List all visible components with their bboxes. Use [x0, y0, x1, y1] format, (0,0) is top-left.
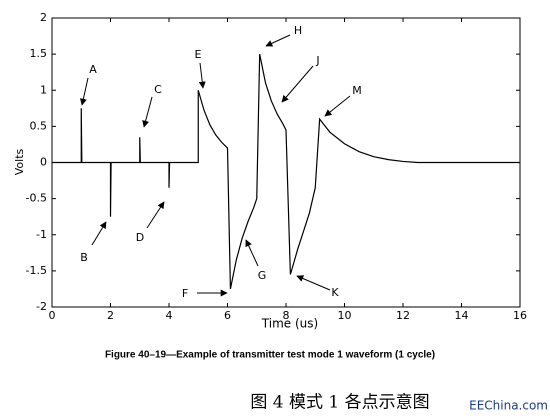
annotation-arrow	[265, 34, 291, 47]
x-tick-label: 0	[49, 309, 56, 322]
x-tick-label: 12	[396, 309, 410, 322]
annotation-label: A	[89, 63, 97, 76]
x-tick-label: 16	[513, 309, 527, 322]
x-tick-label: 8	[283, 309, 290, 322]
annotation-label: K	[331, 286, 339, 299]
y-tick-label: 0	[40, 156, 47, 169]
x-axis-label: Time (us)	[261, 317, 318, 331]
y-tick-label: 1	[40, 83, 47, 96]
x-tick-label: 10	[338, 309, 352, 322]
annotation-label: B	[80, 251, 88, 264]
y-tick-label: 1.5	[30, 47, 48, 60]
annotation-label: F	[182, 287, 188, 300]
annotation-arrow	[91, 221, 107, 246]
annotation-label: J	[315, 54, 319, 67]
annotation-arrow	[198, 62, 206, 89]
annotation-arrow	[79, 77, 89, 106]
x-tick-label: 14	[455, 309, 469, 322]
annotation-arrow	[324, 95, 351, 117]
y-tick-label: -1.5	[26, 264, 47, 277]
waveform-line	[52, 54, 520, 290]
x-tick-label: 2	[107, 309, 114, 322]
annotation-arrow	[296, 275, 331, 291]
annotation-label: E	[195, 48, 202, 61]
x-tick-label: 6	[224, 309, 231, 322]
annotation-label: G	[258, 269, 267, 282]
x-tick-label: 4	[166, 309, 173, 322]
y-tick-label: 2	[40, 11, 47, 24]
annotation-arrow	[146, 201, 165, 229]
watermark: EEChina.com	[469, 399, 548, 413]
annotation-label: H	[294, 24, 302, 37]
y-axis-label: Volts	[13, 148, 26, 175]
annotation-arrow	[142, 96, 153, 128]
annotation-label: D	[136, 231, 144, 244]
annotation-label: C	[154, 83, 162, 96]
annotation-arrow	[245, 239, 259, 267]
chinese-caption: 图 4 模式 1 各点示意图	[250, 393, 429, 413]
annotation-label: M	[352, 84, 362, 97]
y-tick-label: -0.5	[26, 192, 47, 205]
y-tick-label: -1	[36, 228, 47, 241]
annotation-arrow	[281, 65, 314, 103]
figure-caption: Figure 40–19—Example of transmitter test…	[105, 350, 435, 361]
y-tick-label: -2	[36, 300, 47, 313]
y-tick-label: 0.5	[30, 119, 48, 132]
